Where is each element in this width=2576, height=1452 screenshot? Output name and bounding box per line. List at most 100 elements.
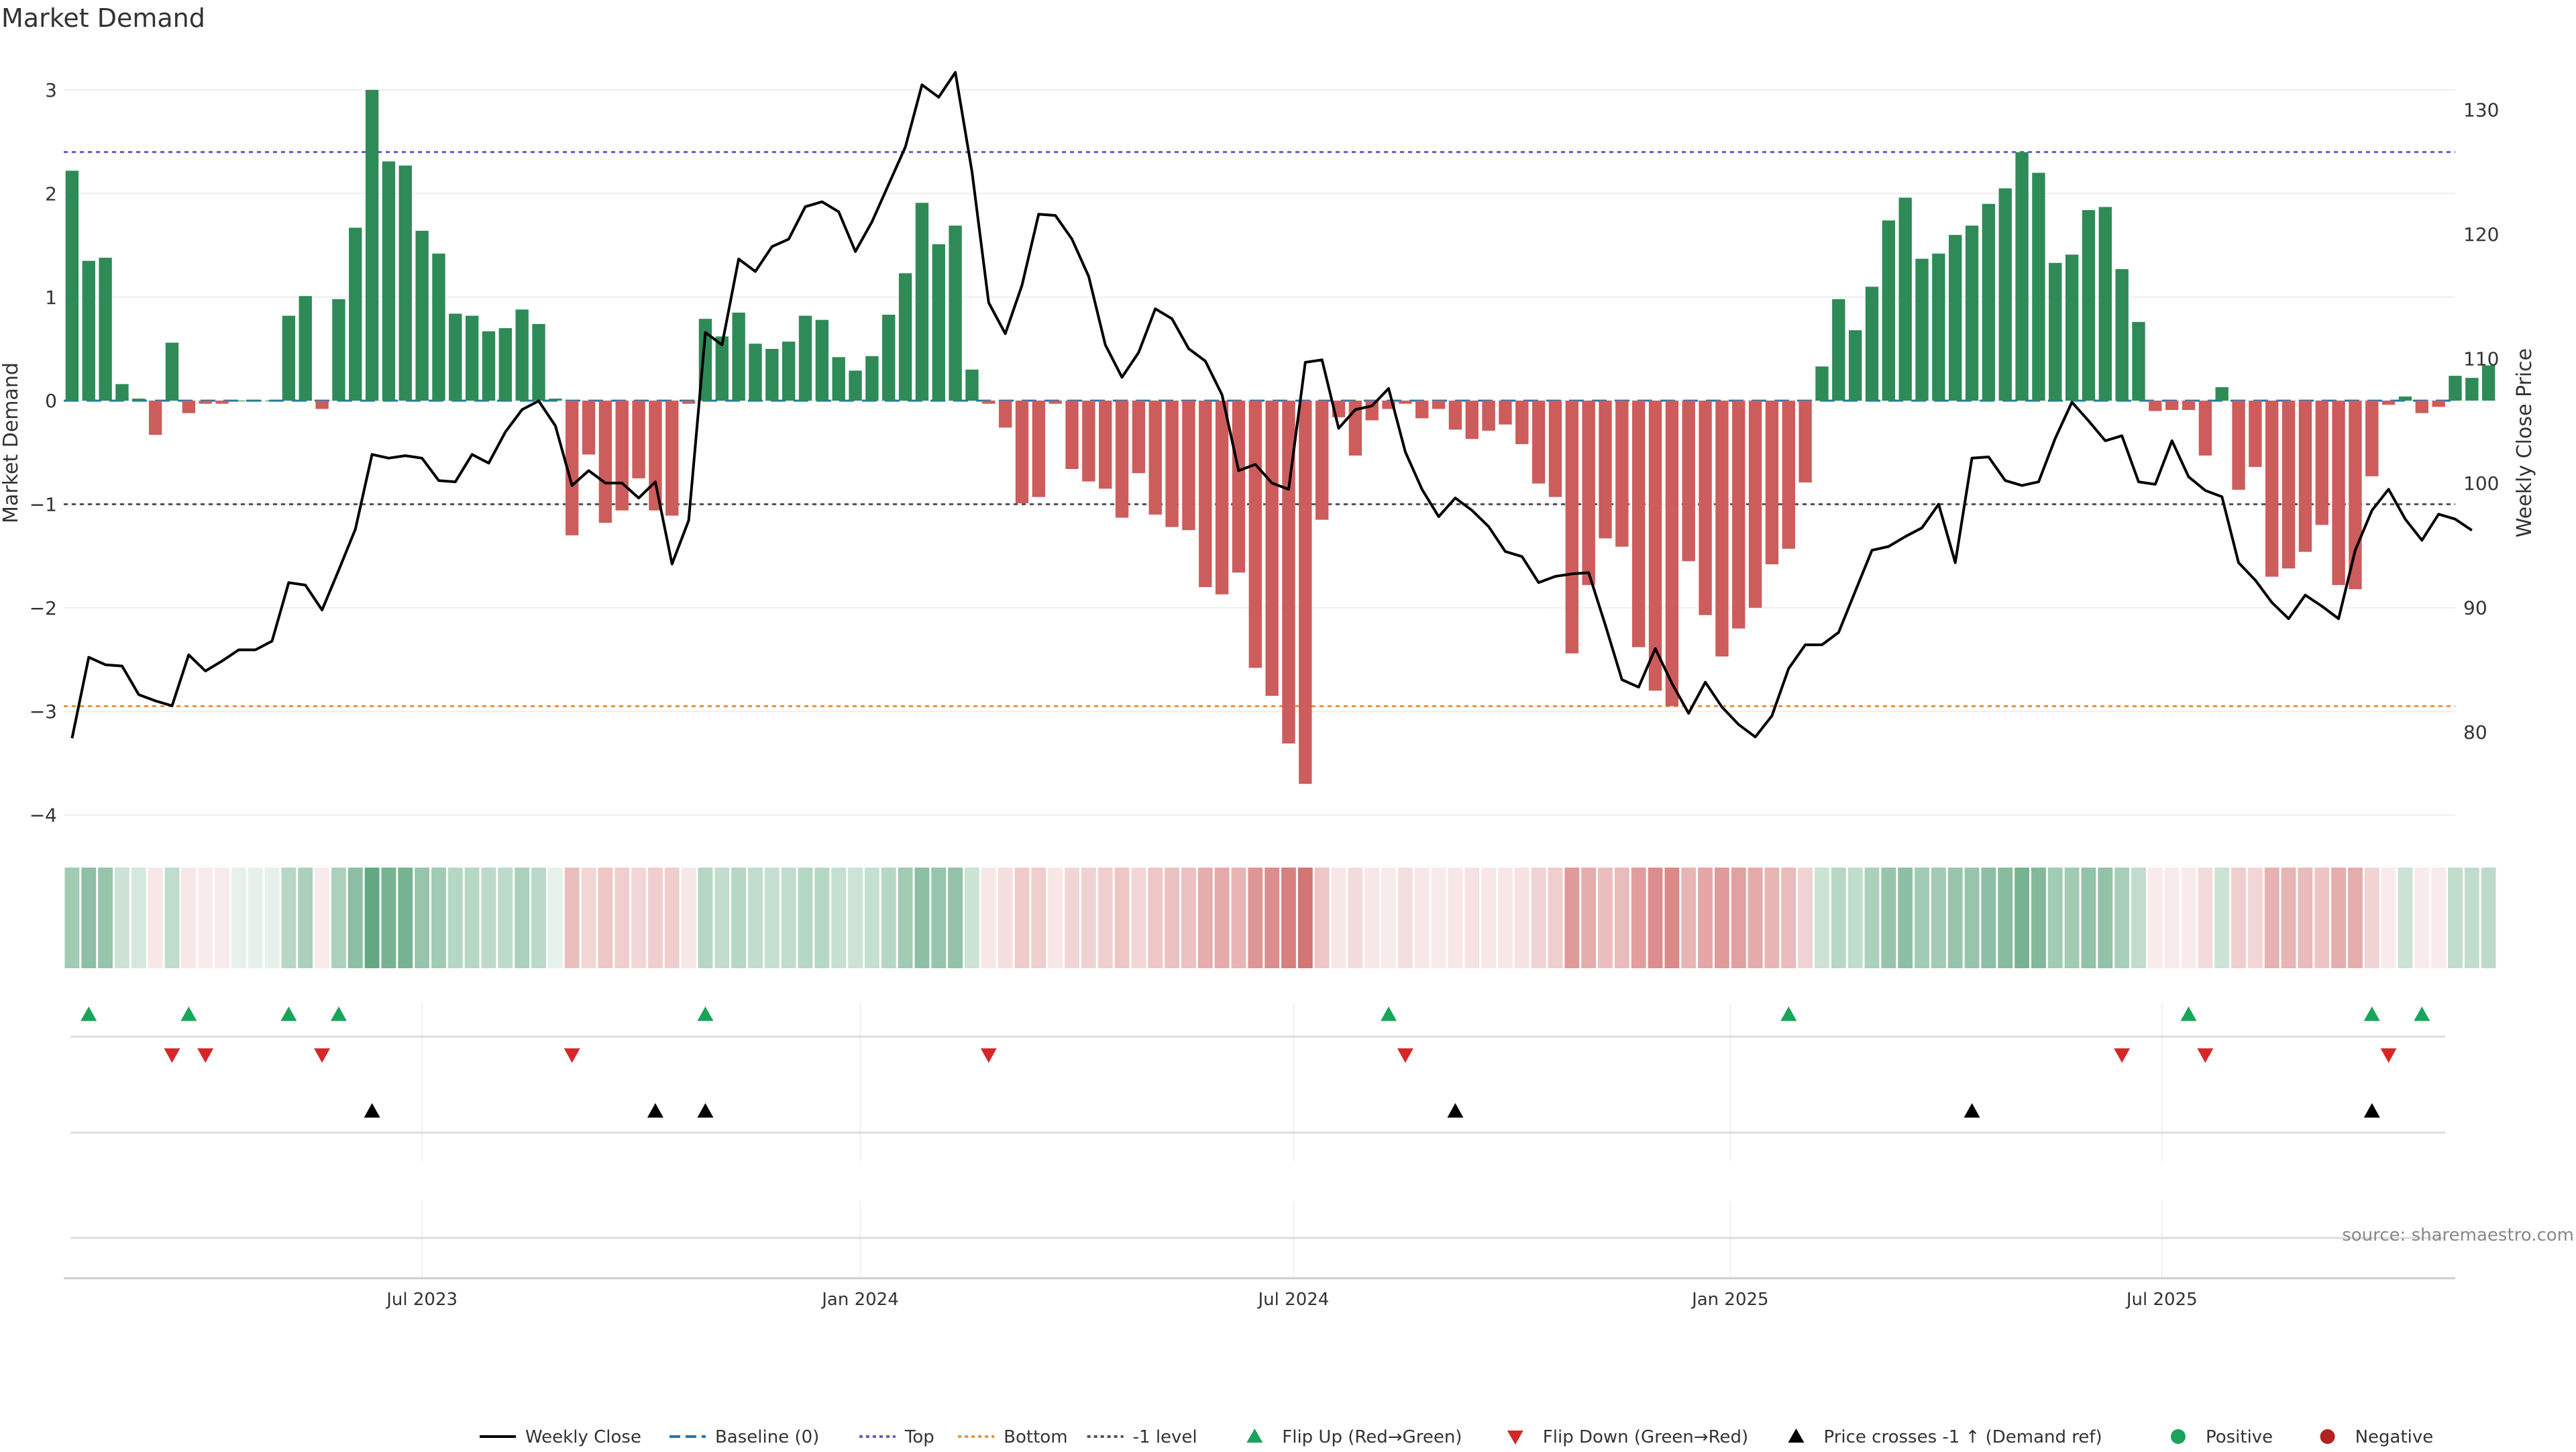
strip-cell bbox=[598, 868, 613, 968]
demand-bar bbox=[632, 401, 645, 478]
strip-cell bbox=[1148, 868, 1163, 968]
strip-cell bbox=[1931, 868, 1946, 968]
demand-bar bbox=[815, 319, 829, 401]
strip-cell bbox=[1481, 868, 1497, 968]
strip-cell bbox=[2398, 868, 2413, 968]
demand-bar bbox=[915, 203, 929, 401]
demand-bar bbox=[998, 401, 1012, 428]
strip-cell bbox=[547, 868, 563, 968]
strip-cell bbox=[2081, 868, 2096, 968]
demand-bar bbox=[1782, 401, 1795, 549]
strip-cell bbox=[2431, 868, 2447, 968]
strip-cell bbox=[848, 868, 863, 968]
demand-bar bbox=[415, 230, 429, 401]
demand-bar bbox=[165, 342, 179, 401]
strip-cell bbox=[1314, 868, 1330, 968]
strip-cell bbox=[81, 868, 97, 968]
strip-cell bbox=[1097, 868, 1113, 968]
strip-cell bbox=[1331, 868, 1346, 968]
strip-cell bbox=[781, 868, 796, 968]
demand-bar bbox=[1232, 401, 1246, 573]
demand-bar bbox=[2481, 365, 2496, 401]
y2-axis-label: Weekly Close Price bbox=[2513, 348, 2536, 537]
strip-cell bbox=[1297, 868, 1313, 968]
demand-bar bbox=[2282, 401, 2296, 569]
strip-cell bbox=[2164, 868, 2180, 968]
demand-bar bbox=[649, 401, 662, 511]
y2-tick-label: 120 bbox=[2463, 223, 2499, 246]
strip-cell bbox=[1714, 868, 1729, 968]
price-cross-marker bbox=[1964, 1103, 1980, 1118]
strip-cell bbox=[1898, 868, 1913, 968]
strip-cell bbox=[1214, 868, 1230, 968]
strip-cell bbox=[2098, 868, 2113, 968]
strip-cell bbox=[2314, 868, 2330, 968]
strip-cell bbox=[148, 868, 163, 968]
legend-label: -1 level bbox=[1133, 1427, 1197, 1447]
strip-cell bbox=[64, 868, 80, 968]
demand-bar bbox=[82, 260, 95, 401]
strip-cell bbox=[231, 868, 246, 968]
demand-bar bbox=[2365, 401, 2379, 476]
strip-cell bbox=[481, 868, 496, 968]
demand-bar bbox=[1932, 253, 1945, 401]
strip-cell bbox=[2064, 868, 2080, 968]
demand-bar bbox=[1699, 401, 1712, 615]
demand-bar bbox=[99, 258, 112, 401]
strip-cell bbox=[1364, 868, 1380, 968]
strip-cell bbox=[315, 868, 329, 968]
strip-cell bbox=[564, 868, 580, 968]
strip-cell bbox=[748, 868, 763, 968]
strip-cell bbox=[98, 868, 113, 968]
demand-bar bbox=[1898, 197, 1912, 401]
price-cross-marker bbox=[364, 1103, 380, 1118]
flip-up-marker bbox=[80, 1006, 97, 1021]
y-tick-label: 0 bbox=[45, 390, 57, 412]
legend-label: Flip Down (Green→Red) bbox=[1543, 1427, 1748, 1447]
demand-bar bbox=[2049, 262, 2062, 401]
flip-down-marker bbox=[2380, 1048, 2397, 1063]
demand-bar bbox=[1132, 401, 1146, 474]
legend-label: Price crosses -1 ↑ (Demand ref) bbox=[1823, 1427, 2102, 1447]
strip-cell bbox=[1847, 868, 1863, 968]
strip-cell bbox=[1748, 868, 1763, 968]
y-axis-left: 3 2 1 0 −1 −2 −3 −4 bbox=[30, 79, 57, 827]
strip-cell bbox=[2331, 868, 2347, 968]
flip-up-marker bbox=[697, 1006, 714, 1021]
demand-bar bbox=[482, 331, 496, 401]
demand-bar bbox=[665, 401, 679, 516]
strip-cell bbox=[464, 868, 480, 968]
legend-swatch-flip-up bbox=[1246, 1429, 1263, 1443]
flip-down-marker bbox=[2197, 1048, 2214, 1063]
legend-label: Weekly Close bbox=[525, 1427, 641, 1447]
strip-cell bbox=[381, 868, 396, 968]
strip-cell bbox=[998, 868, 1013, 968]
strip-cell bbox=[515, 868, 530, 968]
demand-bar bbox=[199, 401, 212, 404]
strip-cell bbox=[1631, 868, 1646, 968]
demand-bar bbox=[682, 401, 696, 404]
demand-bar bbox=[2332, 401, 2345, 585]
strip-cell bbox=[798, 868, 813, 968]
x-tick-label: Jul 2025 bbox=[2125, 1290, 2198, 1310]
strip-cell bbox=[2214, 868, 2230, 968]
strip-cell bbox=[614, 868, 630, 968]
demand-bar bbox=[1998, 188, 2012, 401]
demand-bar bbox=[1882, 220, 1896, 401]
flip-up-marker bbox=[180, 1006, 197, 1021]
strip-cell bbox=[2181, 868, 2196, 968]
demand-bar bbox=[432, 253, 445, 401]
demand-bar bbox=[182, 401, 196, 413]
strip-cell bbox=[764, 868, 780, 968]
flip-up-marker bbox=[2363, 1006, 2380, 1021]
price-line-layer bbox=[70, 70, 2473, 739]
strip-cell bbox=[1514, 868, 1529, 968]
demand-bar bbox=[849, 370, 862, 401]
demand-bar bbox=[215, 401, 229, 404]
strip-cell bbox=[447, 868, 463, 968]
strip-cell bbox=[2281, 868, 2296, 968]
strip-cell bbox=[814, 868, 830, 968]
strip-cell bbox=[631, 868, 647, 968]
demand-bar bbox=[1949, 235, 1962, 401]
